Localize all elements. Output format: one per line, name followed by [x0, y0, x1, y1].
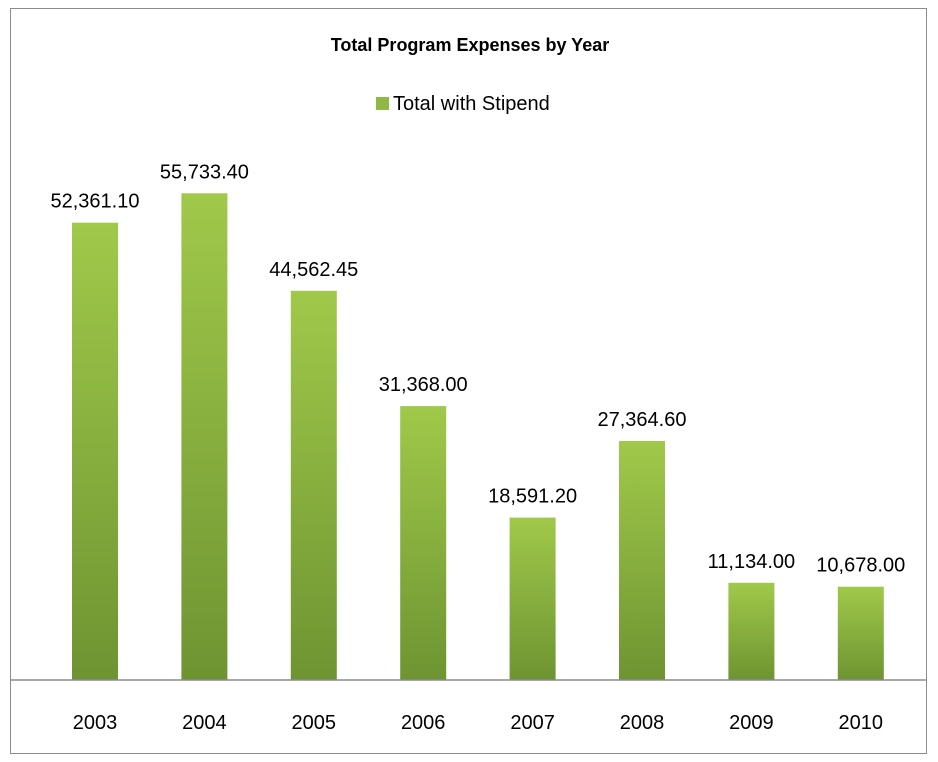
data-label-2005: 44,562.45 [269, 259, 358, 281]
data-label-2006: 31,368.00 [379, 374, 468, 396]
bar-2003 [72, 222, 118, 680]
x-tick-label-2003: 2003 [73, 712, 118, 734]
x-tick-label-2004: 2004 [182, 712, 227, 734]
x-tick-label-2005: 2005 [292, 712, 337, 734]
value-labels-group: 52,361.10 55,733.40 44,562.45 31,368.00 18,5… [51, 161, 906, 576]
bar-2010 [837, 586, 884, 680]
bar-2009 [728, 582, 775, 680]
x-tick-label-2008: 2008 [620, 712, 665, 734]
x-tick-label-2006: 2006 [401, 712, 446, 734]
data-label-2003: 52,361.10 [51, 191, 140, 213]
x-axis-tick-labels: 2003 2004 2005 2006 2007 2008 2009 2010 [73, 712, 883, 734]
legend: Total with Stipend [376, 93, 550, 115]
data-label-2008: 27,364.60 [598, 409, 687, 431]
data-label-2007: 18,591.20 [488, 486, 577, 508]
bar-2008 [619, 441, 665, 680]
x-tick-label-2009: 2009 [729, 712, 774, 734]
bar-2004 [181, 193, 228, 681]
data-label-2010: 10,678.00 [816, 555, 905, 577]
data-label-2009: 11,134.00 [708, 551, 796, 573]
x-tick-label-2010: 2010 [839, 712, 884, 734]
bar-2006 [400, 406, 447, 680]
legend-swatch [376, 97, 389, 110]
chart-title: Total Program Expenses by Year [331, 35, 609, 55]
bar-2005 [290, 290, 337, 680]
bars-group [72, 193, 884, 681]
legend-label: Total with Stipend [393, 93, 550, 115]
bar-2007 [509, 517, 556, 680]
x-tick-label-2007: 2007 [510, 712, 555, 734]
data-label-2004: 55,733.40 [160, 161, 249, 183]
